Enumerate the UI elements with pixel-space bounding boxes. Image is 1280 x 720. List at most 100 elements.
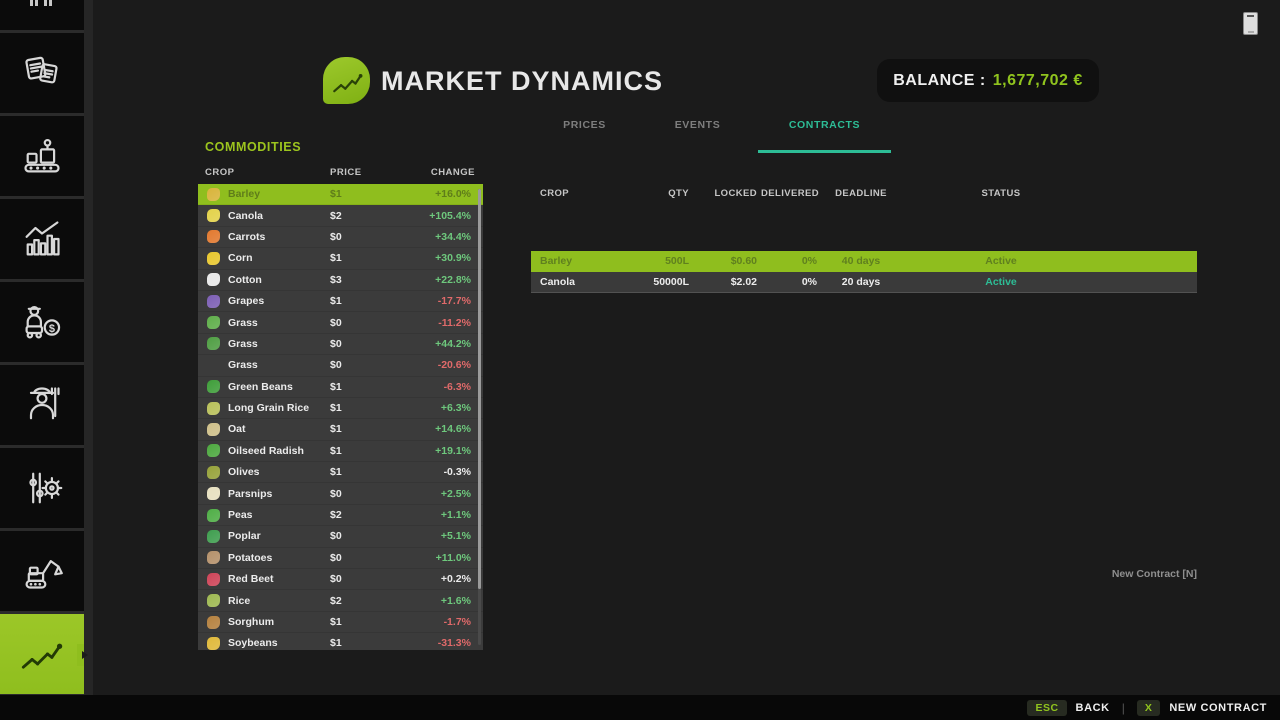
crop-change: +6.3% bbox=[440, 402, 471, 415]
sidebar-edge bbox=[84, 0, 93, 695]
parsnips-icon bbox=[207, 487, 220, 501]
peas-icon bbox=[207, 508, 220, 522]
commodity-row-oat[interactable]: Oat $1 +14.6% bbox=[198, 419, 483, 441]
crop-change: +1.1% bbox=[440, 509, 471, 522]
cotton-icon bbox=[207, 273, 220, 287]
commodity-row-olives[interactable]: Olives $1 -0.3% bbox=[198, 462, 483, 484]
tab-prices[interactable]: PRICES bbox=[563, 119, 606, 131]
contracts-header: CROP QTY LOCKED DELIVERED DEADLINE STATUS bbox=[531, 188, 1197, 199]
contract-row-canola[interactable]: Canola 50000L $2.02 0% 20 days Active bbox=[531, 271, 1197, 292]
contract-status: Active bbox=[985, 255, 1017, 268]
commodity-row-barley[interactable]: Barley $1 +16.0% bbox=[198, 184, 483, 206]
crop-price: $0 bbox=[330, 359, 342, 372]
sidebar-item-statistics[interactable] bbox=[0, 199, 84, 279]
commodity-row-oilseed-radish[interactable]: Oilseed Radish $1 +19.1% bbox=[198, 441, 483, 463]
sidebar-item-market-dynamics[interactable] bbox=[0, 614, 91, 694]
crop-name: Olives bbox=[228, 466, 260, 479]
top-clipped-icon bbox=[20, 0, 64, 14]
commodity-row-long-grain-rice[interactable]: Long Grain Rice $1 +6.3% bbox=[198, 398, 483, 420]
bottom-bar: ESC BACK | X NEW CONTRACT bbox=[0, 695, 1280, 720]
commodity-row-green-beans[interactable]: Green Beans $1 -6.3% bbox=[198, 377, 483, 398]
sidebar-item-settings[interactable] bbox=[0, 448, 84, 528]
commodity-row-corn[interactable]: Corn $1 +30.9% bbox=[198, 248, 483, 270]
crop-name: Potatoes bbox=[228, 551, 273, 564]
commodity-row-rice[interactable]: Rice $2 +1.6% bbox=[198, 590, 483, 612]
crop-change: -0.3% bbox=[443, 466, 471, 479]
canola-icon bbox=[207, 209, 220, 223]
new-contract-label: NEW CONTRACT bbox=[1169, 701, 1267, 714]
grass-icon bbox=[207, 316, 220, 330]
crop-change: +19.1% bbox=[435, 444, 471, 457]
commodity-row-soybeans[interactable]: Soybeans $1 -31.3% bbox=[198, 633, 483, 650]
farmer-icon bbox=[20, 383, 64, 427]
commodity-row-parsnips[interactable]: Parsnips $0 +2.5% bbox=[198, 483, 483, 505]
sorghum-icon bbox=[207, 615, 220, 629]
crop-name: Grass bbox=[228, 359, 258, 372]
game-menu-sidebar: $ bbox=[0, 0, 91, 695]
commodity-row-red-beet[interactable]: Red Beet $0 +0.2% bbox=[198, 569, 483, 591]
crop-price: $3 bbox=[330, 273, 342, 286]
sidebar-item-vehicle-finance[interactable]: $ bbox=[0, 282, 84, 362]
commodity-row-canola[interactable]: Canola $2 +105.4% bbox=[198, 205, 483, 227]
soybeans-icon bbox=[207, 636, 220, 650]
commodity-row-grass[interactable]: Grass $0 -20.6% bbox=[198, 355, 483, 377]
crop-name: Sorghum bbox=[228, 616, 275, 628]
crop-name: Grass bbox=[228, 337, 258, 350]
contracts-col-crop: CROP bbox=[540, 188, 570, 199]
crop-name: Grass bbox=[228, 316, 258, 329]
crop-price: $2 bbox=[330, 594, 342, 607]
crop-change: -6.3% bbox=[443, 380, 471, 393]
crop-price: $0 bbox=[330, 337, 342, 350]
crop-price: $1 bbox=[330, 252, 342, 265]
market-dynamics-logo-icon bbox=[323, 57, 370, 104]
tab-contracts[interactable]: CONTRACTS bbox=[788, 119, 861, 131]
sidebar-item-farmer[interactable] bbox=[0, 365, 84, 445]
crop-name: Cotton bbox=[228, 273, 262, 286]
contract-locked: $2.02 bbox=[730, 275, 757, 288]
balance-label: BALANCE : bbox=[893, 71, 986, 89]
contracts-table: Barley 500L $0.60 0% 40 days Active Canola 5000… bbox=[531, 251, 1197, 293]
commodity-row-grass[interactable]: Grass $0 +44.2% bbox=[198, 334, 483, 356]
new-contract-button[interactable]: X NEW CONTRACT bbox=[1136, 699, 1267, 716]
contract-row-barley[interactable]: Barley 500L $0.60 0% 40 days Active bbox=[531, 251, 1197, 272]
commodity-row-poplar[interactable]: Poplar $0 +5.1% bbox=[198, 526, 483, 548]
commodity-row-peas[interactable]: Peas $2 +1.1% bbox=[198, 505, 483, 527]
green-beans-icon bbox=[207, 380, 220, 394]
commodity-row-carrots[interactable]: Carrots $0 +34.4% bbox=[198, 227, 483, 249]
crop-name: Corn bbox=[228, 252, 253, 265]
barley-icon bbox=[207, 187, 220, 201]
long-grain-rice-icon bbox=[207, 401, 220, 415]
crop-change: +44.2% bbox=[435, 337, 471, 350]
crop-price: $1 bbox=[330, 466, 342, 479]
new-contract-hint: New Contract [N] bbox=[1111, 568, 1197, 580]
crop-price: $0 bbox=[330, 530, 342, 543]
tab-events[interactable]: EVENTS bbox=[674, 119, 721, 131]
commodity-row-potatoes[interactable]: Potatoes $0 +11.0% bbox=[198, 548, 483, 570]
contracts-col-locked: LOCKED bbox=[714, 188, 757, 199]
commodities-scrollbar[interactable] bbox=[478, 189, 481, 645]
crop-price: $1 bbox=[330, 380, 342, 393]
crop-name: Soybeans bbox=[228, 637, 278, 650]
battery-icon bbox=[1243, 12, 1258, 35]
sidebar-item-top-clipped[interactable] bbox=[0, 0, 84, 30]
svg-text:$: $ bbox=[49, 323, 55, 335]
red-beet-icon bbox=[207, 572, 220, 586]
commodities-col-crop: CROP bbox=[205, 166, 235, 178]
crop-price: $0 bbox=[330, 487, 342, 500]
commodity-row-cotton[interactable]: Cotton $3 +22.8% bbox=[198, 270, 483, 291]
sidebar-item-documents[interactable] bbox=[0, 33, 84, 113]
commodity-row-grass[interactable]: Grass $0 -11.2% bbox=[198, 312, 483, 334]
sidebar-item-production[interactable] bbox=[0, 116, 84, 196]
crop-change: +22.8% bbox=[435, 273, 471, 286]
construction-icon bbox=[20, 549, 64, 593]
contract-deadline: 20 days bbox=[841, 275, 881, 288]
poplar-icon bbox=[207, 529, 220, 543]
back-button[interactable]: ESC BACK bbox=[1027, 699, 1109, 716]
commodity-row-sorghum[interactable]: Sorghum $1 -1.7% bbox=[198, 612, 483, 634]
sidebar-item-construction[interactable] bbox=[0, 531, 84, 611]
crop-price: $1 bbox=[330, 402, 342, 415]
commodities-col-price: PRICE bbox=[330, 166, 362, 178]
crop-change: +5.1% bbox=[440, 530, 471, 543]
scrollbar-thumb[interactable] bbox=[478, 189, 481, 589]
commodity-row-grapes[interactable]: Grapes $1 -17.7% bbox=[198, 291, 483, 313]
